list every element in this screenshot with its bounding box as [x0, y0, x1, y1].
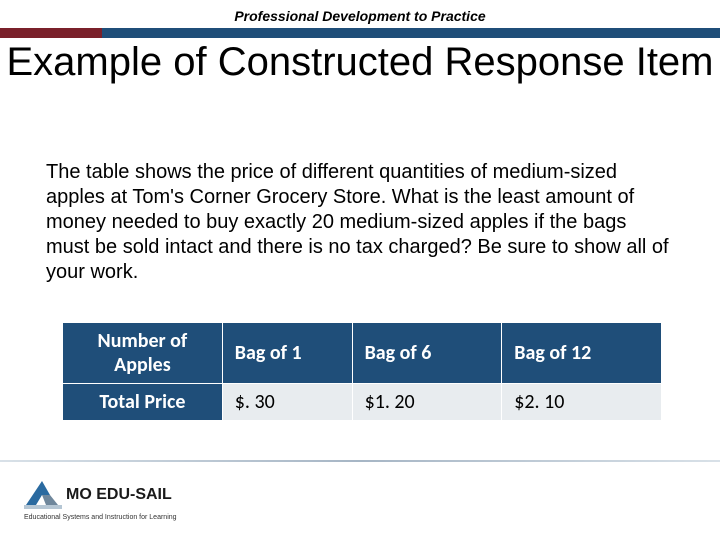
accent-bar-left: [0, 28, 102, 38]
table-header-row: Number of Apples Bag of 1 Bag of 6 Bag o…: [63, 323, 662, 384]
table-cell: $. 30: [222, 384, 352, 421]
table-row-header: Total Price: [63, 384, 223, 421]
slide-title: Example of Constructed Response Item: [0, 40, 720, 84]
table-col-header: Bag of 12: [502, 323, 662, 384]
logo-primary-text: MO EDU-SAIL: [66, 486, 172, 503]
logo-icon: MO EDU-SAIL Educational Systems and Inst…: [22, 475, 222, 523]
header-top-label: Professional Development to Practice: [0, 0, 720, 24]
table-col-header: Number of Apples: [63, 323, 223, 384]
table-cell: $2. 10: [502, 384, 662, 421]
slide: Professional Development to Practice Exa…: [0, 0, 720, 540]
table-col-header: Bag of 6: [352, 323, 502, 384]
price-table: Number of Apples Bag of 1 Bag of 6 Bag o…: [62, 322, 662, 421]
footer-divider: [0, 460, 720, 462]
logo-subtext: Educational Systems and Instruction for …: [24, 514, 177, 521]
accent-bar-right: [102, 28, 720, 38]
table-cell: $1. 20: [352, 384, 502, 421]
accent-bar: [0, 28, 720, 38]
table-row: Total Price $. 30 $1. 20 $2. 10: [63, 384, 662, 421]
logo: MO EDU-SAIL Educational Systems and Inst…: [22, 475, 222, 523]
table-col-header: Bag of 1: [222, 323, 352, 384]
slide-body-text: The table shows the price of different q…: [46, 160, 674, 285]
